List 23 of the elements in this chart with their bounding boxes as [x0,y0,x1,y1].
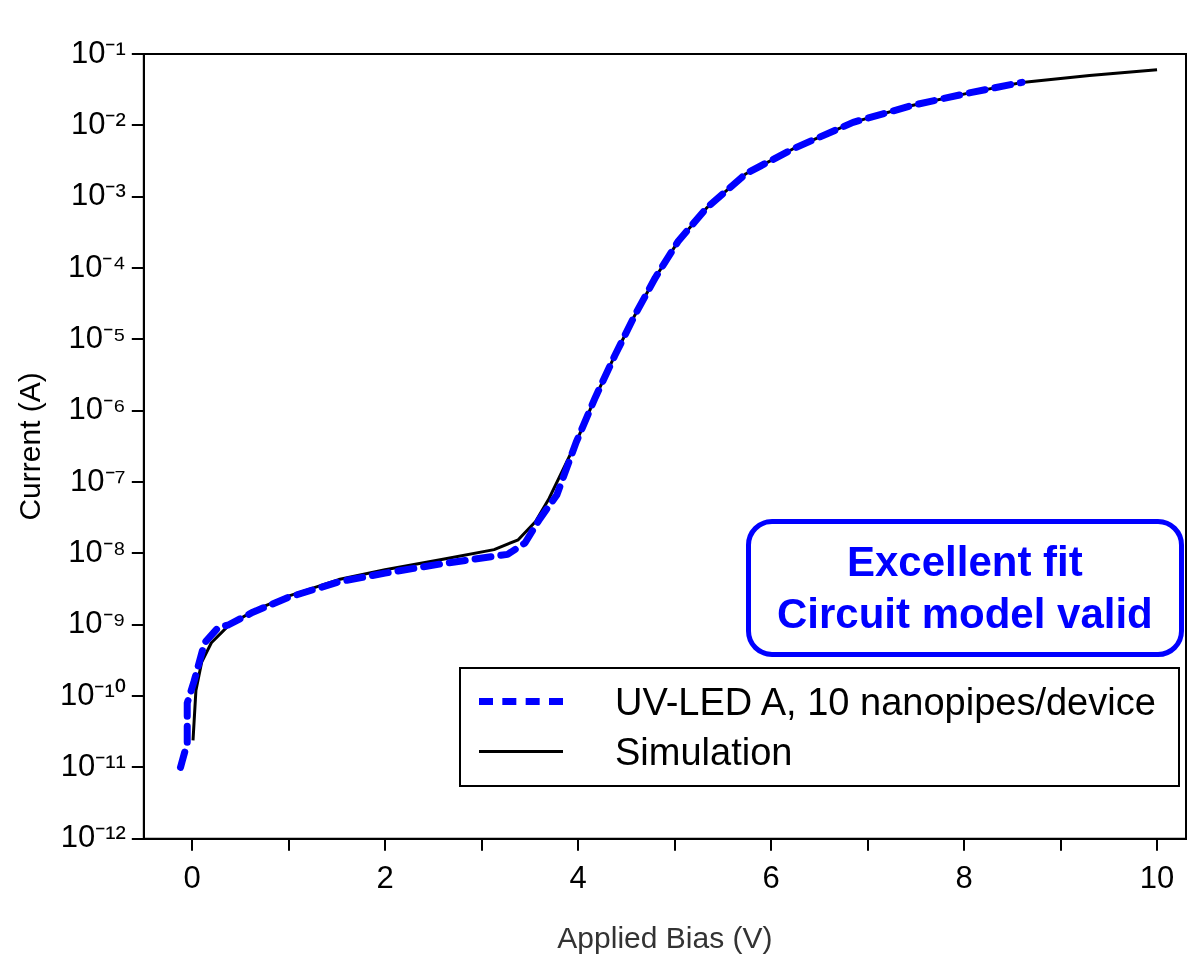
y-tick-label: 10⁻⁶ [68,391,126,427]
y-tick-label: 10⁻⁴ [67,248,126,284]
y-tick-label: 10⁻¹¹ [60,748,126,783]
y-axis-title: Current (A) [13,372,47,521]
y-tick-label: 10⁻⁹ [68,605,126,641]
x-axis-title: Applied Bias (V) [557,921,773,955]
y-tick-label: 10⁻¹² [60,819,126,855]
y-tick-label: 10⁻⁵ [68,319,126,355]
x-tick-label: 2 [376,859,394,895]
y-tick-label: 10⁻¹ [70,34,126,70]
x-tick-label: 6 [762,859,780,895]
x-tick-label: 8 [955,859,973,895]
y-tick-label: 10⁻³ [70,177,126,213]
x-tick-label: 4 [569,859,587,895]
x-tick-label: 0 [183,859,201,895]
y-tick-label: 10⁻⁸ [68,533,126,569]
y-tick-label: 10⁻¹⁰ [59,676,126,712]
x-tick-label: 10 [1139,859,1175,895]
legend-label: Simulation [615,729,793,775]
annotation: Excellent fit Circuit model valid [746,518,1184,657]
y-tick-label: 10⁻⁷ [70,462,126,498]
y-tick-label: 10⁻² [70,105,126,141]
legend-label: UV-LED A, 10 nanopipes/device [615,679,1156,725]
